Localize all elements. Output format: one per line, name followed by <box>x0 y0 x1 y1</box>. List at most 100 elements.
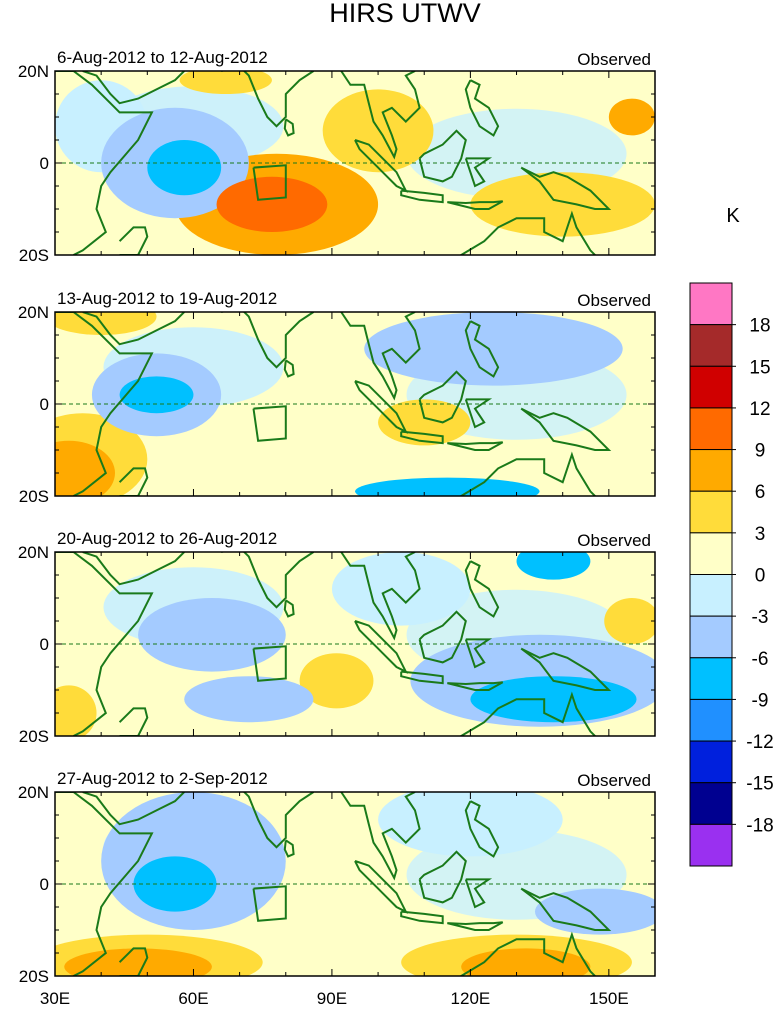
y-tick-label: 0 <box>40 395 49 414</box>
anomaly-contour <box>138 598 286 672</box>
y-tick-label: 0 <box>40 635 49 654</box>
anomaly-contour <box>119 376 194 414</box>
anomaly-field <box>55 71 655 255</box>
colorbar-swatch <box>689 324 733 367</box>
anomaly-contour <box>608 98 655 136</box>
coastline <box>520 407 612 451</box>
coastline <box>464 560 500 618</box>
y-tick-label: 20N <box>18 303 49 322</box>
coastline <box>400 670 444 685</box>
map-panel-3: 20N 0 20S 20-Aug-2012 to 26-Aug-2012 Observe… <box>18 529 656 746</box>
y-tick-label: 20S <box>19 487 49 506</box>
anomaly-contour <box>364 312 623 386</box>
coastline <box>340 792 421 881</box>
coastline <box>221 71 315 128</box>
coastline <box>458 931 597 976</box>
colorbar-tick-label: 18 <box>749 316 770 337</box>
x-axis-labels: 30E 60E 90E 120E 150E <box>40 989 629 1008</box>
coastline <box>118 226 149 255</box>
coastline <box>418 129 467 183</box>
study-region-box <box>252 885 287 922</box>
coastline <box>354 620 409 674</box>
colorbar-tick-label: -15 <box>746 774 773 795</box>
coastlines <box>55 552 612 736</box>
panel-observed-label: Observed <box>577 50 651 69</box>
coastline <box>418 370 467 424</box>
anomaly-field <box>55 552 655 736</box>
figure-title: HIRS UTWV <box>329 0 481 28</box>
anomaly-field <box>55 792 655 976</box>
coastline <box>221 552 315 609</box>
anomaly-contour <box>184 676 314 723</box>
anomaly-contour <box>470 676 637 723</box>
anomaly-contour <box>516 552 591 580</box>
coastline <box>464 638 493 669</box>
y-tick-label: 20S <box>19 727 49 746</box>
coastline <box>400 189 444 204</box>
y-tick-label: 20S <box>19 246 49 265</box>
colorbar-swatch <box>689 282 733 326</box>
anomaly-contour <box>299 653 374 709</box>
coastline <box>221 792 315 849</box>
map-panel-2: 20N 0 20S 13-Aug-2012 to 19-Aug-2012 Observe… <box>18 289 656 506</box>
coastline <box>340 71 421 160</box>
colorbar-swatch <box>689 365 733 409</box>
colorbar-swatch <box>689 449 733 492</box>
coastline <box>118 467 149 496</box>
colorbar-tick-label: -6 <box>752 649 769 670</box>
coastline <box>520 887 612 931</box>
coastline <box>520 647 612 691</box>
coastline <box>118 707 149 736</box>
coastline <box>354 139 409 193</box>
y-tick-label: 20S <box>19 967 49 986</box>
coastlines <box>55 792 612 976</box>
study-region-box <box>252 164 287 201</box>
coastline <box>283 839 295 858</box>
anomaly-contour <box>461 948 591 976</box>
anomaly-contour <box>470 172 655 237</box>
anomaly-contour <box>604 598 655 644</box>
coastline <box>82 71 185 105</box>
coastline <box>464 320 500 378</box>
colorbar-tick-label: -18 <box>746 815 773 836</box>
colorbar-tick-label: -12 <box>746 732 773 753</box>
coastline <box>82 792 185 826</box>
map-panels: 20N 0 20S 6-Aug-2012 to 12-Aug-2012 Observed… <box>18 48 656 986</box>
anomaly-contour <box>147 140 222 196</box>
x-tick-label: 90E <box>317 989 347 1008</box>
coastline <box>82 552 185 586</box>
colorbar-swatch <box>689 615 733 659</box>
coastline <box>340 552 421 641</box>
colorbar-swatch <box>689 490 733 534</box>
colorbar-tick-label: 12 <box>749 399 770 420</box>
colorbar-tick-label: -3 <box>752 607 769 628</box>
panel-observed-label: Observed <box>577 771 651 790</box>
colorbar-swatch <box>689 823 733 867</box>
coastlines <box>55 71 612 255</box>
panel-period-label: 27-Aug-2012 to 2-Sep-2012 <box>57 769 268 788</box>
anomaly-contour <box>331 552 471 626</box>
anomaly-contour <box>322 89 434 173</box>
anomaly-contour <box>535 888 655 935</box>
coastline <box>520 166 612 210</box>
colorbar: 18 15 12 9 6 3 0 -3 -6 -9 -12 -15 -18 <box>689 282 774 867</box>
coastline <box>447 681 504 691</box>
x-tick-label: 60E <box>178 989 208 1008</box>
colorbar-tick-label: -9 <box>752 690 769 711</box>
coastline <box>55 71 154 255</box>
coastline <box>447 921 504 931</box>
colorbar-tick-label: 0 <box>755 566 766 587</box>
coastlines <box>55 312 612 496</box>
coastline <box>464 157 493 188</box>
anomaly-contour <box>55 685 97 736</box>
y-tick-label: 0 <box>40 875 49 894</box>
x-tick-label: 150E <box>589 989 629 1008</box>
anomaly-contour <box>355 477 540 496</box>
x-tick-label: 120E <box>451 989 491 1008</box>
colorbar-swatch <box>689 574 733 617</box>
map-panel-1: 20N 0 20S 6-Aug-2012 to 12-Aug-2012 Observed <box>18 48 656 265</box>
colorbar-swatch <box>689 740 733 784</box>
anomaly-contour <box>64 948 212 976</box>
study-region-box <box>252 645 287 682</box>
panel-observed-label: Observed <box>577 531 651 550</box>
